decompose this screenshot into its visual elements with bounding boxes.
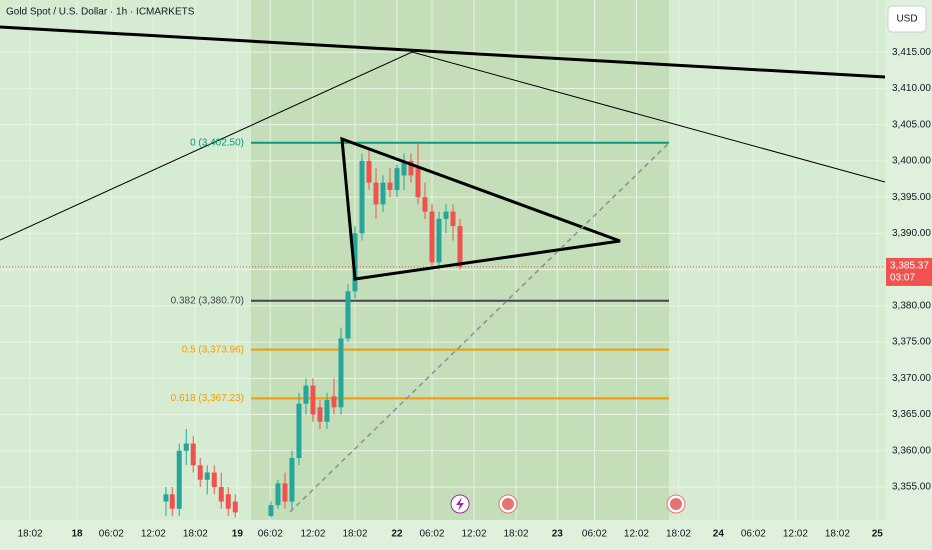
x-tick-label: 18:02 bbox=[825, 529, 850, 540]
candle-body bbox=[190, 443, 196, 466]
x-tick-label: 18:02 bbox=[666, 529, 691, 540]
candle-body bbox=[225, 494, 231, 509]
y-tick-label: 3,405.00 bbox=[892, 119, 931, 130]
candle-body bbox=[345, 291, 351, 339]
candle-body bbox=[443, 211, 449, 219]
candle-body bbox=[352, 233, 358, 292]
candle-body bbox=[211, 472, 217, 488]
candle-body bbox=[324, 400, 330, 422]
candle-body bbox=[429, 211, 435, 263]
candle-body bbox=[373, 182, 379, 205]
y-tick-label: 3,370.00 bbox=[892, 373, 931, 384]
y-tick-label: 3,415.00 bbox=[892, 47, 931, 58]
y-tick-label: 3,400.00 bbox=[892, 156, 931, 167]
candle-body bbox=[387, 182, 393, 190]
candle-body bbox=[176, 450, 182, 509]
last-price-label: 3,385.37 bbox=[890, 261, 929, 272]
fib-label: 0 (3,402.50) bbox=[190, 137, 244, 148]
candle-body bbox=[204, 472, 210, 480]
x-tick-label: 12:02 bbox=[783, 529, 808, 540]
candle-body bbox=[331, 396, 337, 408]
flag bbox=[502, 498, 514, 510]
event-icons bbox=[450, 494, 686, 514]
x-tick-label: 12:02 bbox=[300, 529, 325, 540]
y-tick-label: 3,355.00 bbox=[892, 482, 931, 493]
candle-body bbox=[408, 160, 414, 176]
candle-body bbox=[380, 182, 386, 205]
x-tick-label: 24 bbox=[713, 529, 725, 540]
candle-body bbox=[422, 197, 428, 212]
x-tick-label: 18:02 bbox=[18, 529, 43, 540]
trend-line bbox=[0, 25, 885, 79]
candle-body bbox=[275, 483, 281, 506]
x-tick-label: 22 bbox=[391, 529, 403, 540]
x-tick-label: 18:02 bbox=[183, 529, 208, 540]
x-tick-label: 06:02 bbox=[99, 529, 124, 540]
candle-body bbox=[415, 168, 421, 198]
currency-button[interactable] bbox=[887, 5, 927, 33]
x-tick-label: 18:02 bbox=[504, 529, 529, 540]
y-tick-label: 3,375.00 bbox=[892, 337, 931, 348]
candle-body bbox=[289, 458, 295, 502]
channel-line bbox=[0, 51, 885, 241]
x-tick-label: 06:02 bbox=[582, 529, 607, 540]
y-tick-label: 3,395.00 bbox=[892, 192, 931, 203]
flag bbox=[670, 498, 682, 510]
candle-body bbox=[197, 465, 203, 480]
candle-body bbox=[296, 403, 302, 459]
y-tick-label: 3,365.00 bbox=[892, 409, 931, 420]
candle-body bbox=[366, 160, 372, 183]
x-tick-label: 12:02 bbox=[141, 529, 166, 540]
candle-body bbox=[218, 487, 224, 502]
fib-label: 0.618 (3,367.23) bbox=[171, 393, 244, 404]
y-tick-label: 3,410.00 bbox=[892, 83, 931, 94]
x-tick-label: 18 bbox=[71, 529, 83, 540]
candle-body bbox=[183, 443, 189, 451]
dashed-line bbox=[289, 142, 670, 513]
lightning bbox=[456, 497, 464, 511]
candle-body bbox=[169, 494, 175, 509]
x-tick-label: 06:02 bbox=[258, 529, 283, 540]
candle-body bbox=[310, 385, 316, 415]
candle-body bbox=[317, 407, 323, 422]
candle-body bbox=[232, 501, 238, 513]
y-tick-label: 3,390.00 bbox=[892, 228, 931, 239]
x-tick-label: 18:02 bbox=[342, 529, 367, 540]
y-tick-label: 3,360.00 bbox=[892, 445, 931, 456]
candle-body bbox=[268, 505, 274, 517]
candle-body bbox=[338, 338, 344, 408]
x-tick-label: 12:02 bbox=[624, 529, 649, 540]
x-tick-label: 19 bbox=[232, 529, 244, 540]
candle-body bbox=[163, 494, 169, 502]
chart-title: Gold Spot / U.S. Dollar · 1h · ICMARKETS bbox=[6, 7, 195, 18]
time-axis bbox=[0, 520, 885, 550]
candle-body bbox=[450, 211, 456, 227]
fib-label: 0.382 (3,380.70) bbox=[171, 295, 244, 306]
candle-body bbox=[436, 218, 442, 263]
currency-label: USD bbox=[896, 14, 917, 25]
countdown-label: 03:07 bbox=[890, 273, 915, 284]
candle-body bbox=[303, 385, 309, 404]
x-tick-label: 06:02 bbox=[741, 529, 766, 540]
candle-body bbox=[394, 168, 400, 190]
triangle bbox=[340, 136, 621, 281]
last-price-box bbox=[886, 257, 932, 286]
candle-body bbox=[359, 160, 365, 234]
candle-body bbox=[457, 226, 463, 267]
x-tick-label: 23 bbox=[552, 529, 564, 540]
candle-body bbox=[282, 483, 288, 502]
drawings bbox=[0, 25, 885, 513]
y-tick-label: 3,380.00 bbox=[892, 300, 931, 311]
x-tick-label: 12:02 bbox=[461, 529, 486, 540]
x-tick-label: 25 bbox=[872, 529, 884, 540]
x-tick-label: 06:02 bbox=[419, 529, 444, 540]
candle-body bbox=[401, 160, 407, 176]
fib-label: 0.5 (3,373.96) bbox=[182, 344, 244, 355]
